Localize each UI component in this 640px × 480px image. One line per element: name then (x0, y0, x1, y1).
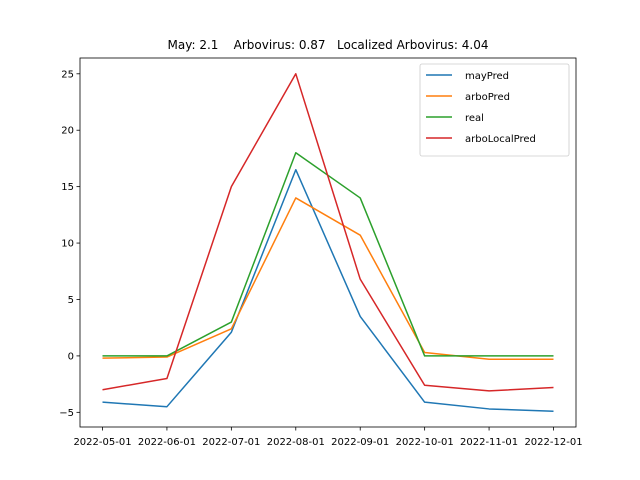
series-line-arboLocalPred (102, 73, 554, 392)
y-tick-label: 0 (68, 351, 74, 362)
legend-label-arboLocalPred: arboLocalPred (465, 134, 536, 145)
x-tick-label: 2022-06-01 (138, 437, 196, 448)
x-tick-label: 2022-11-01 (460, 437, 518, 448)
x-tick-label: 2022-09-01 (331, 437, 389, 448)
x-tick-label: 2022-05-01 (73, 437, 131, 448)
y-tick-label: 15 (61, 182, 74, 193)
x-tick-label: 2022-08-01 (267, 437, 325, 448)
legend-label-arboPred: arboPred (465, 92, 510, 103)
axes-frame (79, 57, 577, 428)
y-tick-label: 25 (61, 69, 74, 80)
legend-box (419, 63, 570, 157)
y-tick-label: 5 (68, 295, 74, 306)
y-tick-label: 20 (61, 126, 74, 137)
y-tick-label: 10 (61, 239, 74, 250)
x-tick-label: 2022-07-01 (202, 437, 260, 448)
chart-title: May: 2.1 Arbovirus: 0.87 Localized Arbov… (168, 38, 489, 52)
x-tick-label: 2022-12-01 (524, 437, 582, 448)
series-line-mayPred (102, 168, 554, 412)
x-tick-label: 2022-10-01 (396, 437, 454, 448)
y-tick-label: −5 (59, 408, 74, 419)
plot-area: −5 0 5 10 15 20 25 2022-05-01 2022-06-01 2022-07-… (59, 57, 583, 448)
legend-label-real: real (465, 113, 484, 124)
legend-label-mayPred: mayPred (465, 71, 509, 82)
series-line-arboPred (102, 197, 554, 361)
